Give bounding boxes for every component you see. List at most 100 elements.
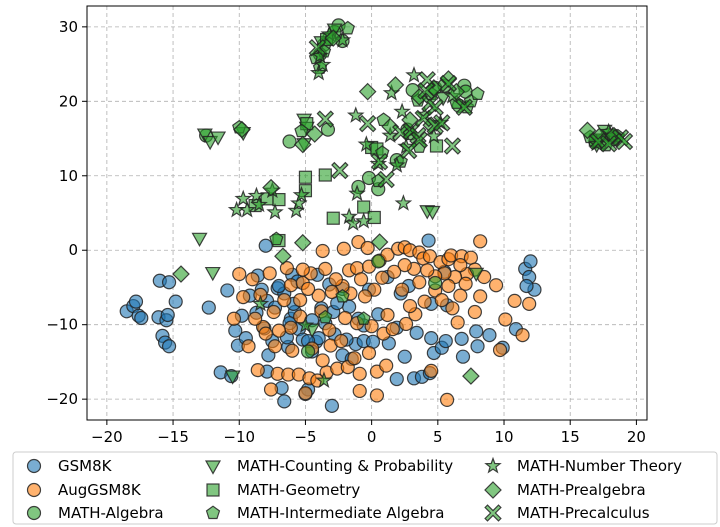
data-point-gsm8k [201,300,216,315]
legend-marker-math-number-theory [484,456,502,474]
legend-label-gsm8k: GSM8K [58,457,113,475]
data-point-auggsm8k [315,243,330,259]
data-point-auggsm8k [245,272,260,287]
data-point-auggsm8k [283,278,298,293]
axis-ticks: −20 −15 −10 −5 0 5 10 15 20 −20 −10 0 10 20 30 [46,18,646,446]
data-point-math-prealgebra [370,233,389,251]
data-point-auggsm8k [285,343,300,358]
x-tick-label: 0 [367,428,377,446]
data-point-auggsm8k [507,293,522,308]
data-point-math-precalculus [439,74,458,93]
data-point-auggsm8k [498,312,513,327]
data-point-math-precalculus [358,114,377,133]
data-point-gsm8k [228,323,243,338]
data-point-auggsm8k [248,311,263,326]
data-point-math-precalculus [426,98,444,117]
data-point-auggsm8k [412,275,427,290]
legend-label-math-counting-probability: MATH-Counting & Probability [237,457,453,475]
data-point-math-prealgebra [262,178,280,197]
data-point-auggsm8k [441,278,456,294]
data-point-gsm8k [397,349,412,364]
data-point-math-algebra [371,254,386,269]
data-point-auggsm8k [328,272,343,287]
data-point-math-counting-probability [210,131,227,146]
legend-marker-math-prealgebra [484,481,502,499]
data-point-auggsm8k [488,278,504,293]
data-point-auggsm8k [379,358,394,373]
data-point-gsm8k [469,324,484,339]
x-tick-label: −5 [294,428,316,446]
data-point-auggsm8k [492,342,508,358]
data-point-math-precalculus [370,152,389,171]
data-point-math-precalculus [399,141,418,160]
legend-marker-auggsm8k [26,482,42,498]
x-tick-label: 5 [433,428,443,446]
data-point-auggsm8k [353,272,369,287]
data-point-auggsm8k [402,298,418,314]
data-point-gsm8k [438,333,453,349]
data-point-auggsm8k [420,263,435,278]
legend-box [12,451,718,525]
data-point-auggsm8k [397,258,412,273]
data-point-gsm8k [454,331,469,346]
data-point-auggsm8k [315,353,330,368]
data-point-math-number-theory [346,106,365,123]
data-point-gsm8k [168,294,183,309]
data-point-gsm8k [523,254,538,269]
data-point-gsm8k [258,238,273,253]
data-point-math-precalculus [599,135,618,153]
x-tick-label: 20 [627,428,646,446]
data-point-math-geometry [367,210,381,225]
data-point-math-precalculus [331,161,349,180]
data-point-gsm8k [519,278,534,294]
data-point-auggsm8k [360,240,375,256]
data-point-math-precalculus [615,132,634,151]
y-tick-label: −20 [46,390,78,408]
data-point-auggsm8k [279,261,295,276]
data-point-auggsm8k [467,304,482,320]
data-point-math-intermediate-algebra [335,288,350,303]
data-point-auggsm8k [283,320,298,335]
data-point-math-precalculus [443,137,462,155]
data-point-math-number-theory [290,194,308,211]
data-point-auggsm8k [241,339,256,354]
data-point-auggsm8k [352,366,367,381]
data-point-math-algebra [428,275,443,291]
data-point-auggsm8k [352,383,367,399]
data-point-auggsm8k [293,293,308,308]
data-point-auggsm8k [336,241,351,256]
data-point-auggsm8k [369,388,385,403]
data-point-auggsm8k [439,392,455,407]
x-tick-label: −15 [157,428,189,446]
x-tick-label: 10 [494,428,513,446]
data-point-math-number-theory [425,127,443,144]
data-point-auggsm8k [385,322,400,337]
data-point-gsm8k [324,398,340,413]
data-point-math-algebra [300,344,316,359]
data-point-math-intermediate-algebra [356,311,371,325]
y-tick-label: 10 [59,167,78,185]
data-point-math-number-theory [238,200,256,218]
data-point-math-counting-probability [435,91,452,107]
data-point-auggsm8k [473,234,488,249]
data-point-auggsm8k [375,270,390,285]
series-math-precalculus [308,38,634,189]
data-point-auggsm8k [266,304,281,320]
data-point-math-number-theory [394,194,413,211]
data-point-math-number-theory [266,203,284,220]
data-point-math-precalculus [308,38,327,57]
data-markers [119,18,634,413]
data-point-auggsm8k [236,290,251,305]
data-point-auggsm8k [300,281,316,297]
data-point-auggsm8k [450,315,465,330]
data-point-math-geometry [298,170,313,184]
data-point-math-prealgebra [381,117,400,136]
data-point-math-prealgebra [324,29,343,47]
data-point-auggsm8k [347,351,362,366]
y-tick-label: −10 [46,316,78,334]
data-point-gsm8k [128,294,144,309]
data-point-math-counting-probability [196,128,213,143]
data-point-math-prealgebra [293,233,312,252]
data-point-auggsm8k [422,249,437,264]
data-point-math-prealgebra [293,135,312,154]
